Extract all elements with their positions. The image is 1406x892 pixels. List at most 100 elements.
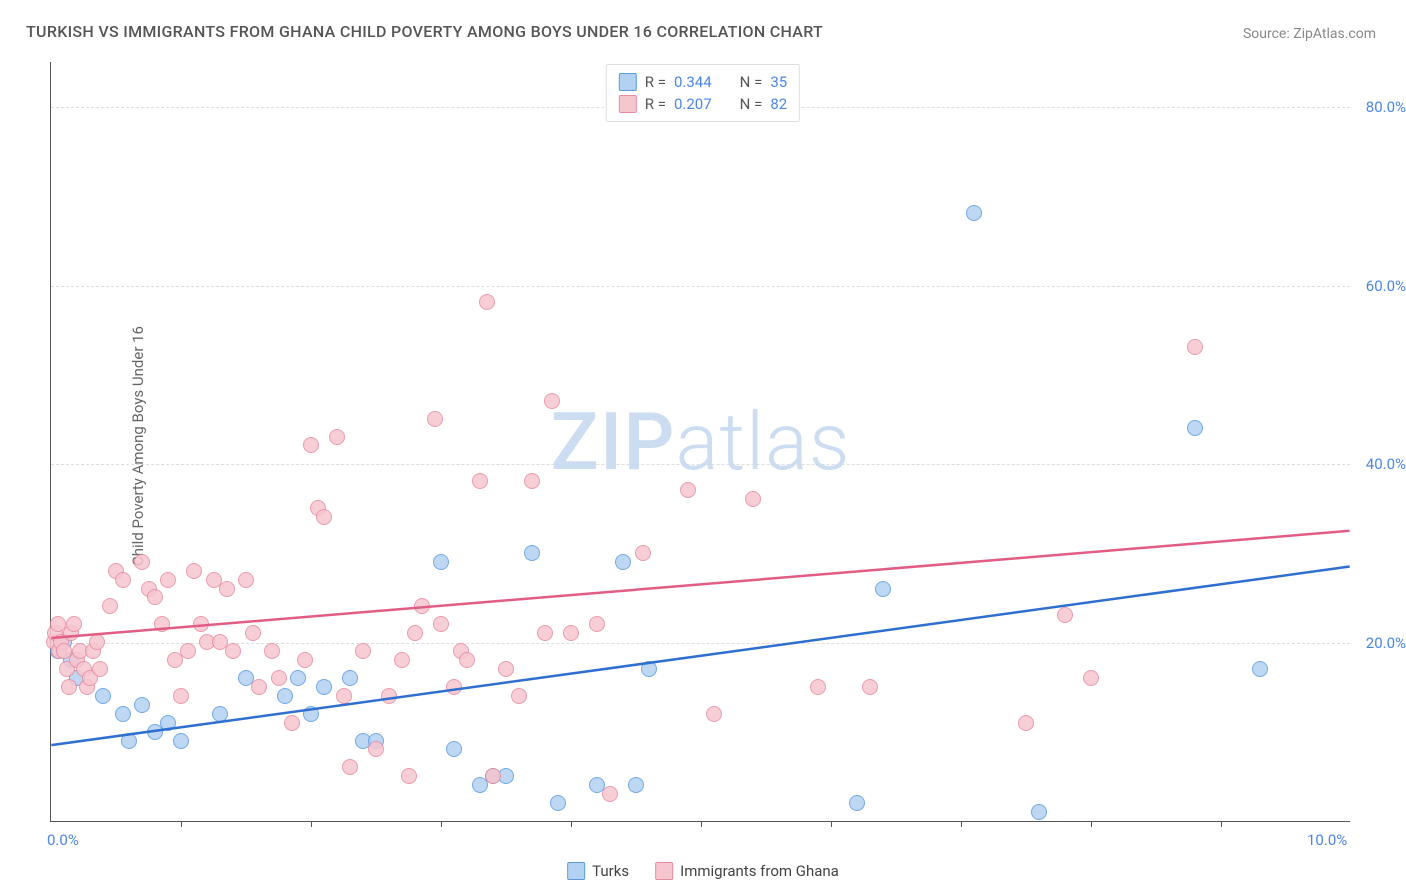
source-attribution: Source: ZipAtlas.com [1243,26,1376,42]
data-point-ghana [186,563,202,579]
data-point-turks [433,554,449,570]
data-point-ghana [810,679,826,695]
data-point-ghana [61,679,77,695]
legend-item-turks: Turks [567,862,629,880]
data-point-ghana [446,679,462,695]
data-point-ghana [394,652,410,668]
data-point-ghana [589,616,605,632]
data-point-turks [1187,420,1203,436]
data-point-ghana [1187,339,1203,355]
chart-container: TURKISH VS IMMIGRANTS FROM GHANA CHILD P… [0,0,1406,892]
y-tick-label: 80.0% [1366,98,1406,116]
x-tick-mark [961,821,962,827]
chart-title: TURKISH VS IMMIGRANTS FROM GHANA CHILD P… [26,22,823,41]
data-point-ghana [173,688,189,704]
data-point-turks [115,706,131,722]
data-point-ghana [414,598,430,614]
data-point-turks [550,795,566,811]
data-point-ghana [524,473,540,489]
data-point-ghana [407,625,423,641]
data-point-ghana [92,661,108,677]
data-point-turks [1252,661,1268,677]
legend-item-label: Turks [592,862,629,880]
data-point-ghana [284,715,300,731]
data-point-ghana [563,625,579,641]
data-point-ghana [180,643,196,659]
data-point-ghana [602,786,618,802]
legend-item-label: Immigrants from Ghana [680,862,839,880]
data-point-ghana [147,589,163,605]
x-tick-label: 0.0% [47,831,79,849]
data-point-ghana [303,437,319,453]
data-point-ghana [245,625,261,641]
data-point-turks [615,554,631,570]
data-point-ghana [193,616,209,632]
legend-r-value: 0.207 [674,95,712,113]
y-tick-label: 60.0% [1366,277,1406,295]
data-point-ghana [472,473,488,489]
data-point-turks [446,741,462,757]
data-point-ghana [459,652,475,668]
x-tick-label: 10.0% [1307,831,1347,849]
data-point-ghana [427,411,443,427]
points-layer [51,62,1350,821]
data-point-ghana [355,643,371,659]
data-point-ghana [745,491,761,507]
data-point-ghana [511,688,527,704]
data-point-ghana [219,581,235,597]
data-point-ghana [160,572,176,588]
legend-stat-row-ghana: R =0.207N =82 [619,93,787,115]
data-point-ghana [706,706,722,722]
data-point-ghana [336,688,352,704]
data-point-ghana [381,688,397,704]
data-point-turks [1031,804,1047,820]
data-point-turks [875,581,891,597]
data-point-ghana [485,768,501,784]
data-point-ghana [680,482,696,498]
data-point-ghana [1057,607,1073,623]
data-point-turks [173,733,189,749]
data-point-turks [966,205,982,221]
legend-swatch [655,862,673,880]
data-point-turks [95,688,111,704]
x-tick-mark [831,821,832,827]
legend-r-label: R = [645,95,666,113]
x-tick-mark [571,821,572,827]
x-tick-mark [181,821,182,827]
data-point-turks [303,706,319,722]
x-tick-mark [311,821,312,827]
x-tick-mark [701,821,702,827]
data-point-ghana [154,616,170,632]
data-point-turks [290,670,306,686]
data-point-ghana [401,768,417,784]
data-point-ghana [102,598,118,614]
data-point-turks [212,706,228,722]
data-point-ghana [297,652,313,668]
data-point-ghana [479,294,495,310]
data-point-ghana [238,572,254,588]
data-point-ghana [1018,715,1034,731]
data-point-ghana [544,393,560,409]
y-tick-label: 40.0% [1366,455,1406,473]
correlation-legend: R =0.344N =35R =0.207N =82 [606,64,800,122]
data-point-ghana [264,643,280,659]
data-point-turks [342,670,358,686]
data-point-turks [849,795,865,811]
legend-r-label: R = [645,73,666,91]
data-point-turks [277,688,293,704]
data-point-turks [641,661,657,677]
data-point-ghana [225,643,241,659]
data-point-ghana [537,625,553,641]
data-point-turks [316,679,332,695]
data-point-turks [524,545,540,561]
legend-n-label: N = [740,95,763,113]
x-tick-mark [1221,821,1222,827]
legend-stat-row-turks: R =0.344N =35 [619,71,787,93]
legend-swatch [619,73,637,91]
legend-n-label: N = [740,73,763,91]
data-point-ghana [115,572,131,588]
plot-area: ZIPatlas 20.0%40.0%60.0%80.0%0.0%10.0% [50,62,1350,822]
data-point-ghana [271,670,287,686]
data-point-ghana [1083,670,1099,686]
data-point-turks [134,697,150,713]
